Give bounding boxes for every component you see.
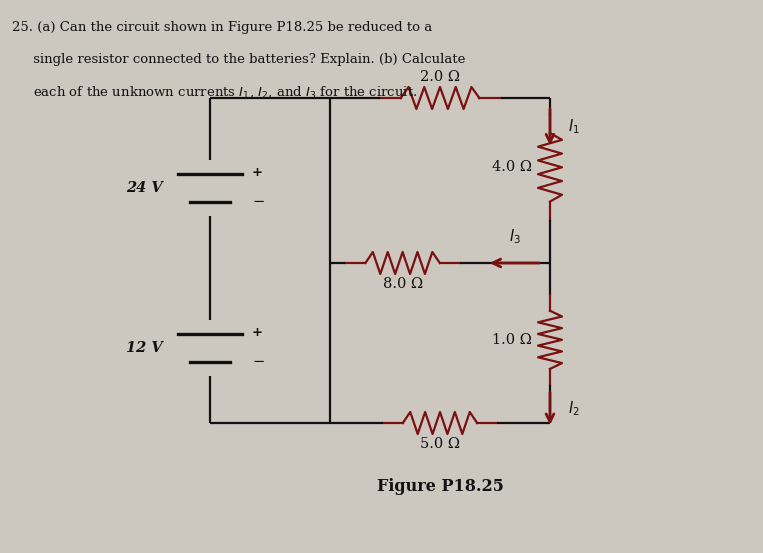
Text: 4.0 Ω: 4.0 Ω [492,160,532,174]
Text: 5.0 Ω: 5.0 Ω [420,437,460,451]
Text: single resistor connected to the batteries? Explain. (b) Calculate: single resistor connected to the batteri… [12,53,465,66]
Text: 1.0 Ω: 1.0 Ω [492,333,532,347]
Text: 24 V: 24 V [126,181,163,195]
Text: +: + [252,326,263,340]
Text: −: − [252,195,264,210]
Text: each of the unknown currents $I_1$, $I_2$, and $I_3$ for the circuit.: each of the unknown currents $I_1$, $I_2… [12,85,417,101]
Text: $I_1$: $I_1$ [568,118,580,137]
Text: $I_3$: $I_3$ [508,227,520,246]
Text: 12 V: 12 V [126,341,163,355]
Text: 8.0 Ω: 8.0 Ω [382,277,423,291]
Text: −: − [252,354,264,369]
Text: +: + [252,166,263,180]
Text: Figure P18.25: Figure P18.25 [377,478,504,495]
Text: $I_2$: $I_2$ [568,399,580,418]
Text: 2.0 Ω: 2.0 Ω [420,70,460,84]
Text: 25. (a) Can the circuit shown in Figure P18.25 be reduced to a: 25. (a) Can the circuit shown in Figure … [12,21,433,34]
